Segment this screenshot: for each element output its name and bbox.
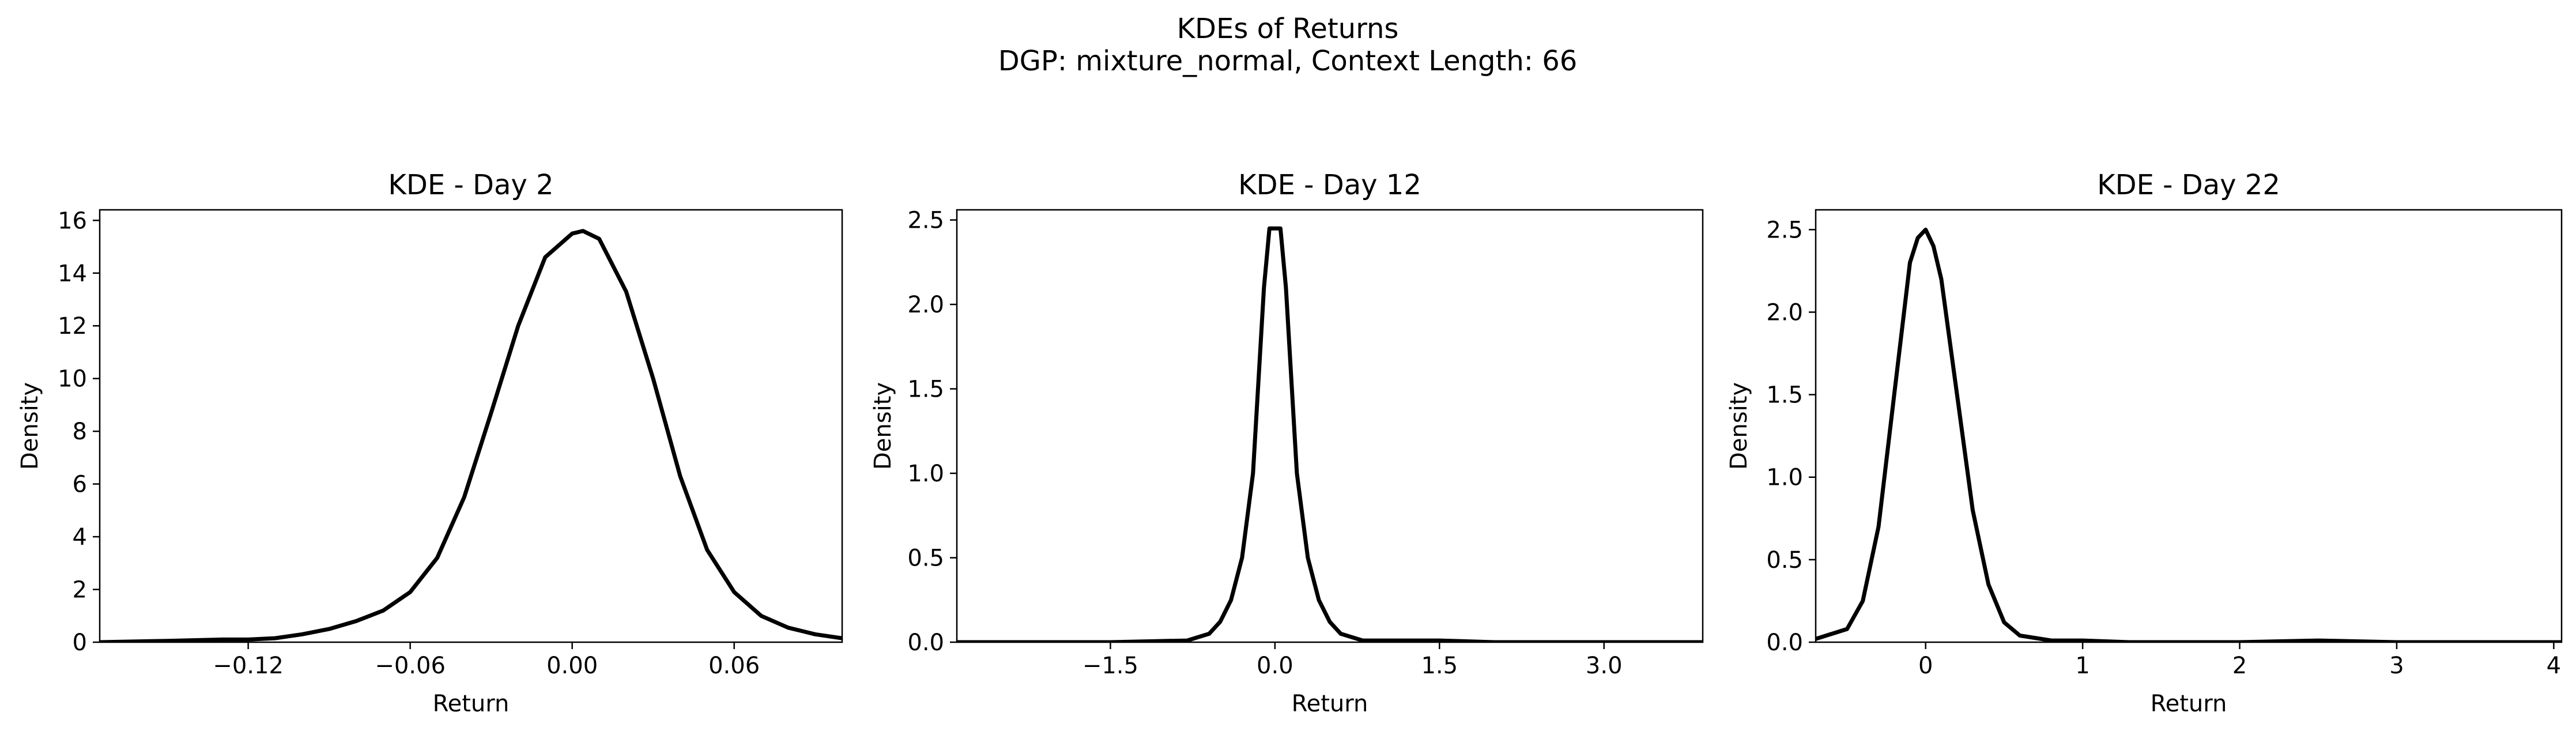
axes-frame (956, 209, 1704, 643)
y-tick-label: 6 (73, 472, 87, 498)
plot-area: −1.5 0.0 1.5 3.0 0.0 0.5 1.0 1.5 2.0 2.5 (907, 208, 1703, 679)
y-tick-label: 1.0 (907, 461, 944, 487)
x-tick-label: 0.06 (708, 653, 760, 679)
y-tick-label: 2 (73, 577, 87, 604)
axes-frame (99, 209, 843, 643)
x-tick-label: −0.06 (375, 653, 446, 679)
x-tick-label: −0.12 (213, 653, 284, 679)
y-tick-label: 12 (58, 313, 87, 340)
figure-title-line2: DGP: mixture_normal, Context Length: 66 (998, 45, 1578, 77)
panel-title: KDE - Day 22 (2097, 169, 2280, 201)
kde-line (957, 226, 1703, 642)
y-tick-label: 1.5 (1766, 382, 1803, 409)
x-axis-label: Return (433, 691, 510, 717)
x-axis-label: Return (1292, 691, 1368, 717)
x-tick-label: 4 (2547, 653, 2561, 679)
x-tick-label: 2 (2232, 653, 2247, 679)
x-tick-label: 1.5 (1421, 653, 1458, 679)
x-tick-label: 3.0 (1586, 653, 1623, 679)
y-tick-label: 8 (73, 419, 87, 445)
panel-day-22: KDE - Day 22 0 1 2 3 4 0.0 0.5 1.0 1.5 2.0 2.5 Ret… (1726, 169, 2563, 717)
y-tick-label: 0 (73, 630, 87, 656)
y-axis-label: Density (17, 382, 43, 470)
panel-day-12: KDE - Day 12 −1.5 0.0 1.5 3.0 0.0 0.5 1.0 1.5 2.… (870, 169, 1704, 717)
y-tick-label: 2.5 (1766, 217, 1803, 243)
x-axis-label: Return (2151, 691, 2227, 717)
y-tick-label: 2.0 (907, 292, 944, 318)
y-tick-label: 0.5 (907, 545, 944, 572)
y-tick-label: 1.0 (1766, 465, 1803, 491)
y-axis-label: Density (870, 382, 896, 470)
x-tick-label: 0.0 (1257, 653, 1293, 679)
x-tick-label: 0 (1918, 653, 1933, 679)
y-tick-label: 1.5 (907, 376, 944, 403)
x-tick-label: −1.5 (1083, 653, 1138, 679)
x-tick-label: 0.00 (546, 653, 598, 679)
kde-line (1816, 227, 2562, 642)
y-tick-label: 2.0 (1766, 299, 1803, 326)
y-tick-label: 2.5 (907, 208, 944, 234)
y-tick-label: 0.0 (907, 630, 944, 656)
panel-day-2: KDE - Day 2 −0.12 −0.06 0.00 0.06 0 2 4 6 8 10 12 1… (17, 169, 843, 717)
y-tick-label: 4 (73, 524, 87, 551)
kde-line (100, 229, 842, 642)
y-tick-label: 14 (58, 261, 87, 287)
y-tick-label: 10 (58, 366, 87, 393)
y-tick-label: 0.0 (1766, 630, 1803, 656)
axes-frame (1815, 209, 2563, 643)
figure-title-line1: KDEs of Returns (1177, 13, 1399, 45)
x-tick-label: 3 (2389, 653, 2404, 679)
x-tick-label: 1 (2075, 653, 2090, 679)
y-tick-label: 16 (58, 208, 87, 234)
y-tick-label: 0.5 (1766, 547, 1803, 574)
panel-title: KDE - Day 2 (388, 169, 553, 201)
plot-area: −0.12 −0.06 0.00 0.06 0 2 4 6 8 10 12 14 16 (58, 208, 842, 679)
plot-area: 0 1 2 3 4 0.0 0.5 1.0 1.5 2.0 2.5 (1766, 217, 2562, 679)
panel-title: KDE - Day 12 (1238, 169, 1421, 201)
y-axis-label: Density (1726, 382, 1752, 470)
